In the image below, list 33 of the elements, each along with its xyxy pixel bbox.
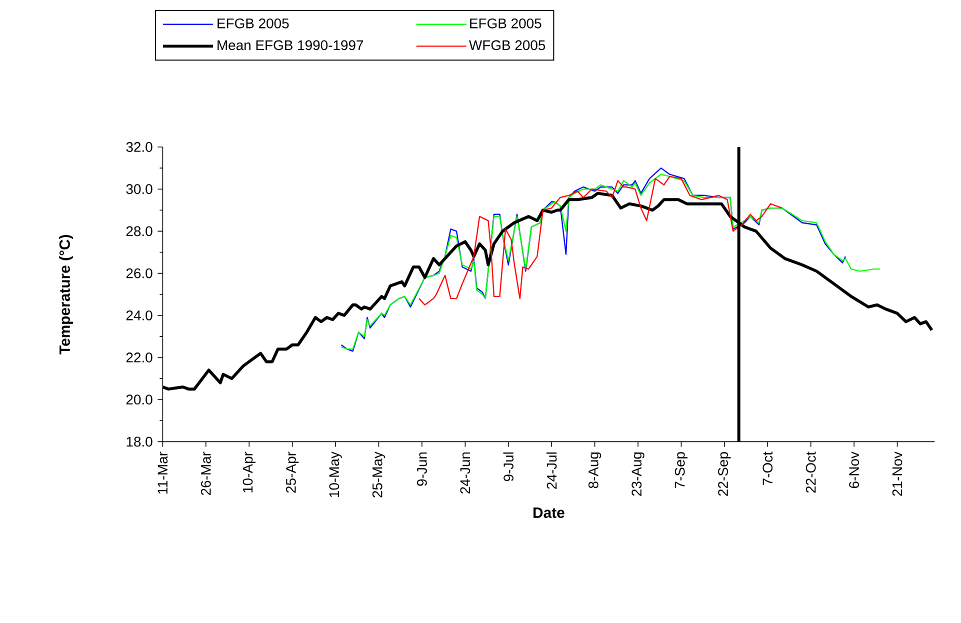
x-tick-label: 10-May [329,452,342,497]
y-tick-label: 28.0 [126,226,152,236]
x-tick-label: 6-Nov [849,452,859,488]
y-tick-label: 26.0 [126,268,152,278]
y-tick-label: 22.0 [126,352,152,362]
x-tick-label: 22-Oct [806,452,816,493]
legend-label: Mean EFGB 1990-1997 [218,40,364,50]
y-tick-label: 18.0 [126,436,152,447]
x-tick-label: 7-Oct [762,452,773,485]
x-tick-label: 9-Jun [417,452,427,486]
x-tick-label: 21-Nov [892,452,902,496]
legend-label: EFGB 2005 [218,18,289,28]
y-tick-label: 30.0 [126,184,152,194]
y-tick-label: 20.0 [126,394,152,405]
x-tick-label: 25-Apr [286,452,299,493]
y-tick-label: 24.0 [126,310,152,320]
x-tick-label: 25-May [372,452,386,498]
x-tick-label: 26-Mar [200,452,211,496]
x-tick-label: 24-Jun [460,452,470,494]
x-axis-title: Date [534,508,564,518]
y-tick-label: 32.0 [126,142,152,152]
x-tick-label: 7-Sep [674,452,688,488]
x-tick-label: 8-Aug [588,452,602,488]
x-tick-label: 9-Jul [503,452,514,482]
x-tick-label: 22-Sep [718,452,731,496]
y-axis-title: Temperature (°C) [59,234,73,354]
x-tick-label: 10-Apr [242,452,256,492]
x-tick-label: 11-Mar [158,452,168,494]
x-tick-label: 23-Aug [632,452,644,496]
x-tick-label: 24-Jul [546,452,557,489]
legend-label: WFGB 2005 [469,40,546,50]
legend-label: EFGB 2005 [470,18,542,28]
line-series [418,176,783,306]
